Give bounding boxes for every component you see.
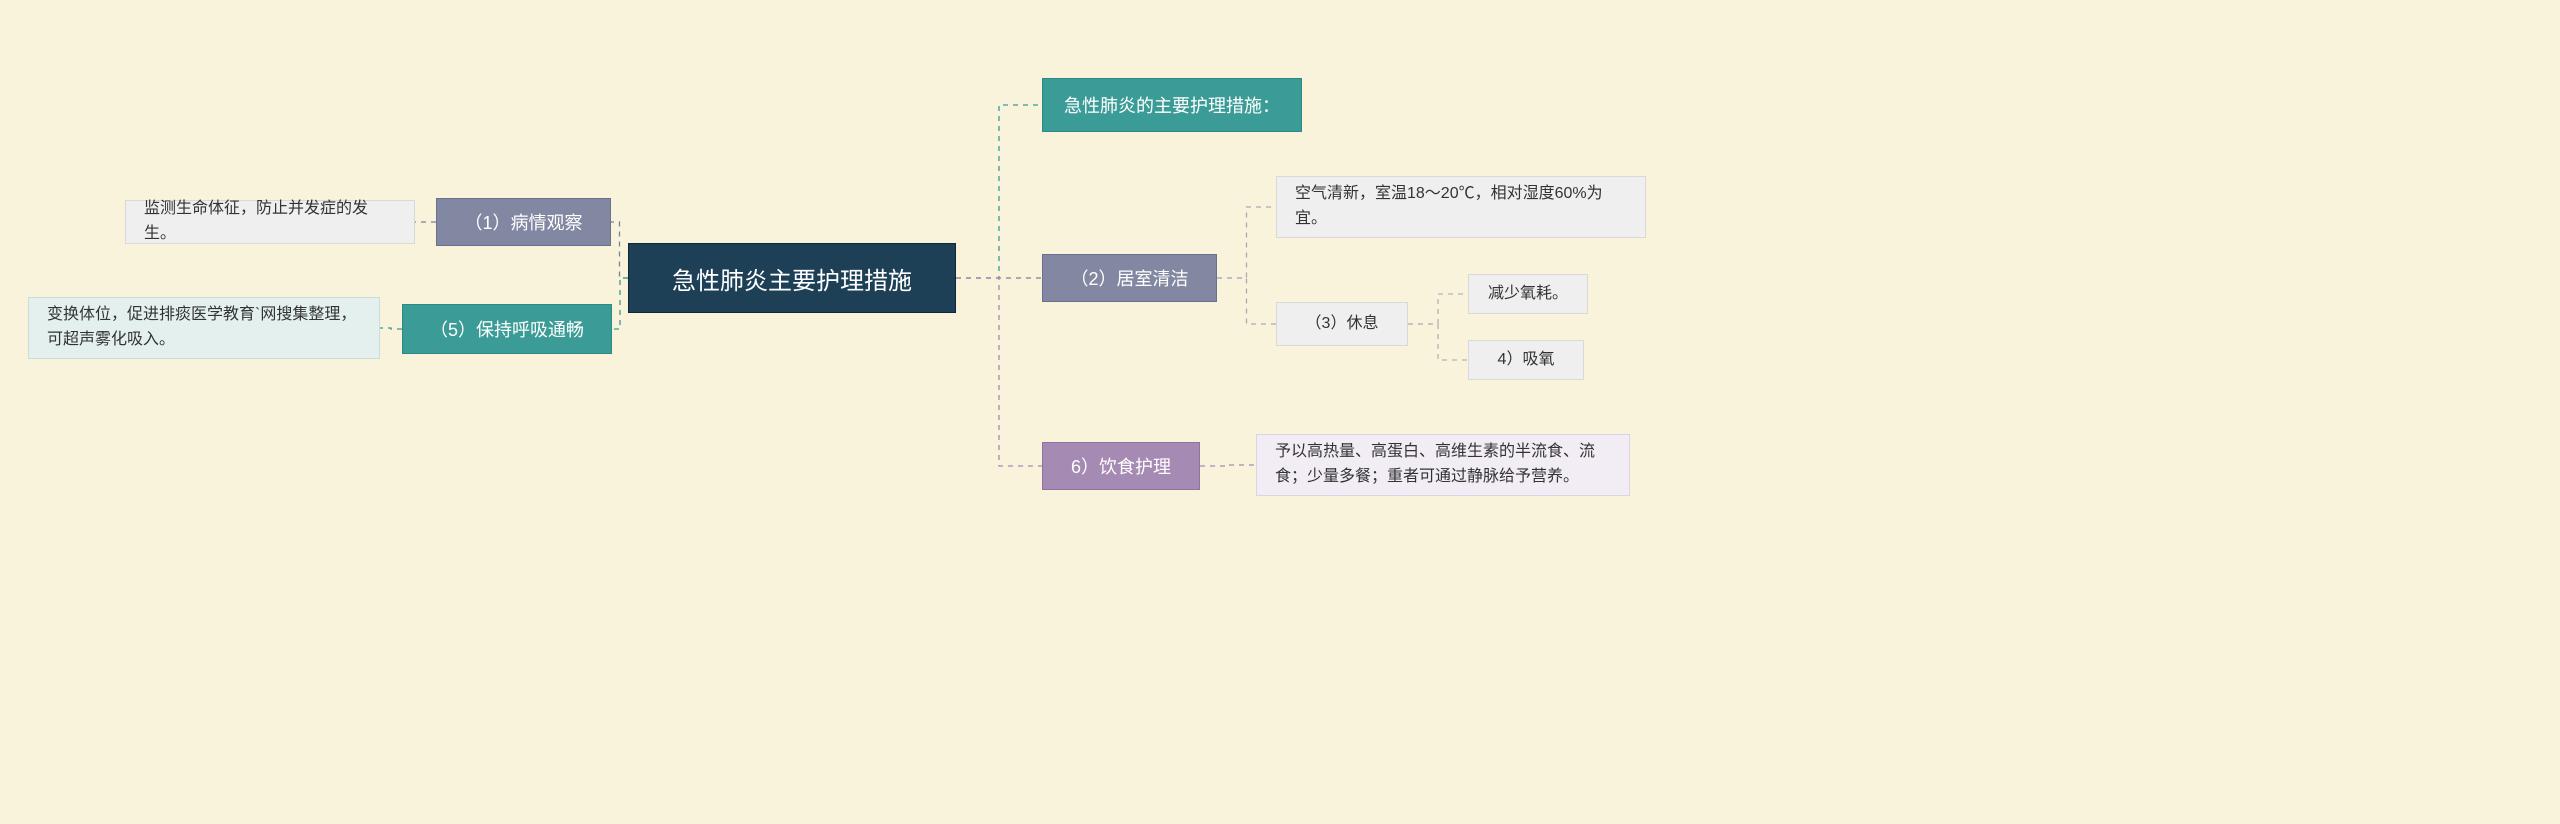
node-n5[interactable]: （5）保持呼吸通畅	[402, 304, 612, 354]
node-n1a[interactable]: 监测生命体征，防止并发症的发生。	[125, 200, 415, 244]
node-n5a[interactable]: 变换体位，促进排痰医学教育`网搜集整理，可超声雾化吸入。	[28, 297, 380, 359]
root-node[interactable]: 急性肺炎主要护理措施	[628, 243, 956, 313]
mindmap-canvas: 急性肺炎主要护理措施 （1）病情观察监测生命体征，防止并发症的发生。 （5）保持呼吸…	[0, 0, 2560, 824]
node-n1[interactable]: （1）病情观察	[436, 198, 611, 246]
node-n2a[interactable]: 空气清新，室温18～20℃，相对湿度60%为宜。	[1276, 176, 1646, 238]
node-n6[interactable]: 6）饮食护理	[1042, 442, 1200, 490]
node-n2[interactable]: （2）居室清洁	[1042, 254, 1217, 302]
node-n4[interactable]: 4）吸氧	[1468, 340, 1584, 380]
node-n6a[interactable]: 予以高热量、高蛋白、高维生素的半流食、流食；少量多餐；重者可通过静脉给予营养。	[1256, 434, 1630, 496]
node-n3a[interactable]: 减少氧耗。	[1468, 274, 1588, 314]
node-n3[interactable]: （3）休息	[1276, 302, 1408, 346]
node-r1[interactable]: 急性肺炎的主要护理措施：	[1042, 78, 1302, 132]
